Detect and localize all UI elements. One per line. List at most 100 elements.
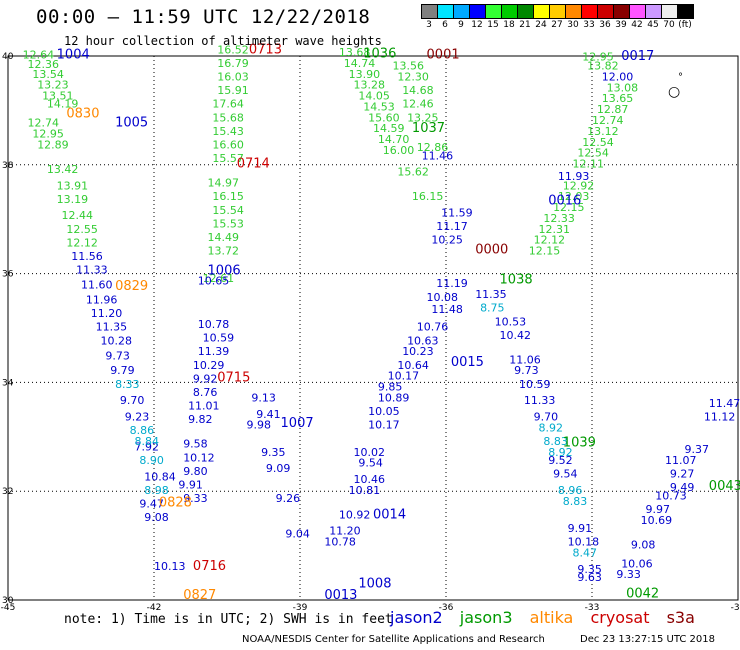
swh-value-label: 12.36 [27,58,59,71]
swh-value-label: 11.56 [71,250,103,263]
swh-value-label: 11.96 [86,294,118,307]
swh-value-label: 8.92 [548,446,573,459]
credit-line: NOAA/NESDIS Center for Satellite Applica… [242,634,545,645]
swh-value-label: 10.59 [203,332,235,345]
swh-value-label: 8.86 [130,424,155,437]
legend-tick: (ft) [678,20,692,30]
swh-value-label: 12.54 [582,136,614,149]
legend-tick: 33 [583,20,595,30]
swh-value-label: 10.46 [354,473,386,486]
swh-value-label: 12.74 [592,114,624,127]
swh-value-label: 15.60 [368,111,400,124]
swh-value-label: 13.68 [339,46,371,59]
swh-value-label: 12.30 [397,70,429,83]
swh-value-label: 10.17 [388,370,420,383]
sat-altika: altika [529,608,574,627]
swh-value-label: 11.35 [475,288,507,301]
swh-value-label: 16.15 [212,190,244,203]
track-value-labels: 12.6412.3613.5413.2313.5114.1912.7412.95… [23,43,740,584]
swh-value-label: 14.05 [358,90,390,103]
swh-value-label: 8.83 [563,495,588,508]
swh-value-label: 12.44 [62,209,94,222]
swh-value-label: 13.23 [37,79,68,92]
color-legend: 3 6 9 12 15 18 21 24 27 30 33 36 39 42 45 70 (ft) [421,4,694,30]
legend-swatch [517,4,534,19]
swh-value-label: 9.98 [246,419,271,432]
page-subtitle: 12 hour collection of altimeter wave hei… [64,34,382,48]
swh-value-label: 16.00 [383,144,415,157]
swh-value-label: 9.58 [183,438,208,451]
swh-value-label: 14.19 [47,98,79,111]
legend-swatch [613,4,630,19]
swh-value-label: 10.78 [324,536,356,549]
swh-value-label: 10.02 [354,446,386,459]
swh-value-label: 10.23 [402,345,434,358]
swh-value-label: 10.59 [519,378,551,391]
swh-value-label: 12.54 [577,147,609,160]
y-tick-label: 40 [2,52,14,62]
swh-value-label: 10.89 [378,391,410,404]
legend-swatch [581,4,598,19]
legend-swatch [629,4,646,19]
pass-time-label: 0828 [159,495,192,510]
swh-value-label: 11.59 [441,206,473,219]
swh-value-label: 10.12 [183,451,215,464]
swh-value-label: 16.79 [217,57,249,70]
swh-value-label: 11.46 [422,149,454,162]
x-tick-label: -36 [439,603,454,613]
swh-value-label: 14.70 [378,133,410,146]
x-tick-label: -30 [731,603,740,613]
legend-tick: 6 [442,20,448,30]
swh-value-label: 8.84 [135,435,160,448]
swh-value-label: 11.47 [709,397,740,410]
legend-swatch [645,4,662,19]
legend-swatch [533,4,550,19]
pass-time-label: 0000 [475,242,508,257]
swh-value-label: 12.46 [402,98,434,111]
x-tick-label: -42 [147,603,162,613]
swh-value-label: 14.53 [363,100,395,113]
swh-value-label: 11.35 [96,321,128,334]
swh-value-label: 9.85 [378,381,403,394]
swh-value-label: 9.08 [144,511,169,524]
swh-value-label: 12.92 [563,179,595,192]
swh-value-label: 13.56 [392,60,424,73]
legend-swatch [421,4,438,19]
swh-value-label: 12.31 [538,223,570,236]
legend-tick: 27 [551,20,563,30]
swh-value-label: 10.92 [339,508,371,521]
swh-value-label: 9.09 [266,462,291,475]
swh-value-label: 9.70 [120,394,145,407]
swh-value-label: 9.04 [285,527,310,540]
swh-value-label: 8.83 [543,435,568,448]
y-tick-label: 30 [2,596,14,606]
legend-tick: 9 [458,20,464,30]
legend-swatch [549,4,566,19]
pass-time-label: 0829 [115,279,148,294]
swh-value-label: 15.68 [212,111,244,124]
legend-tick: 36 [599,20,611,30]
swh-value-label: 8.96 [558,484,583,497]
swh-value-label: 9.49 [670,481,695,494]
swh-value-label: 12.12 [66,236,98,249]
swh-value-label: 10.08 [427,291,459,304]
swh-value-label: 9.82 [188,413,213,426]
satellite-legend: jason2 jason3 altika cryosat s3a [390,608,707,627]
y-tick-label: 32 [2,487,13,497]
legend-swatch [565,4,582,19]
swh-value-label: 13.19 [57,193,89,206]
swh-value-label: 10.06 [621,557,653,570]
swh-value-label: 10.25 [431,234,463,247]
swh-value-label: 15.53 [212,217,244,230]
sat-cryosat: cryosat [590,608,650,627]
legend-swatches [421,4,694,19]
swh-value-label: 11.19 [436,277,468,290]
swh-value-label: 9.47 [139,498,164,511]
swh-value-label: 9.23 [125,410,150,423]
swh-value-label: 9.73 [514,364,539,377]
legend-tick: 12 [471,20,483,30]
legend-tick: 39 [615,20,627,30]
swh-value-label: 11.12 [704,410,736,423]
swh-value-label: 12.74 [27,117,59,130]
